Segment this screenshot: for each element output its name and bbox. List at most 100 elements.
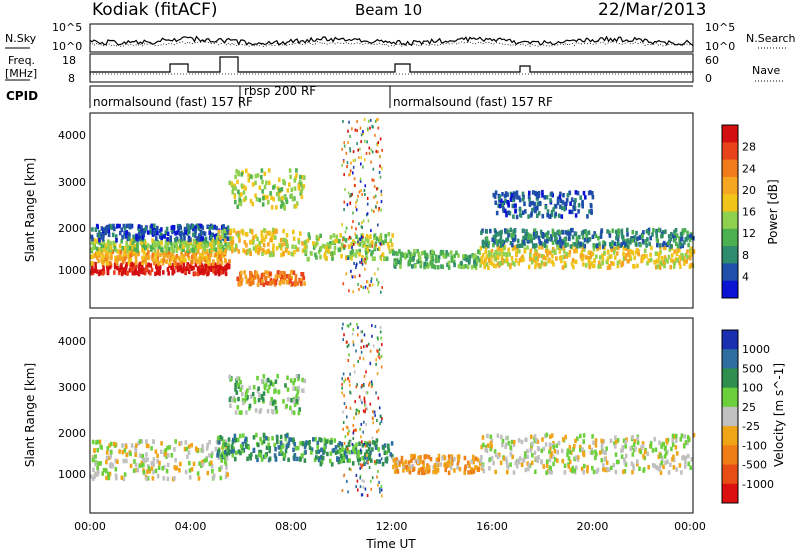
heatmap-cell bbox=[146, 245, 149, 251]
heatmap-cell bbox=[152, 469, 155, 475]
heatmap-cell bbox=[295, 173, 298, 178]
heatmap-cell bbox=[374, 445, 378, 450]
heatmap-cell bbox=[166, 453, 170, 458]
heatmap-cell bbox=[291, 281, 294, 286]
heatmap-cell bbox=[563, 260, 567, 266]
heatmap-cell bbox=[453, 468, 456, 473]
heatmap-cell bbox=[212, 473, 216, 479]
heatmap-cell bbox=[244, 438, 247, 444]
heatmap-cell bbox=[345, 226, 348, 230]
heatmap-cell bbox=[374, 194, 377, 198]
heatmap-cell bbox=[295, 398, 299, 404]
heatmap-cell bbox=[265, 180, 268, 185]
heatmap-cell bbox=[366, 246, 369, 251]
heatmap-cell bbox=[398, 249, 401, 254]
heatmap-cell bbox=[263, 384, 266, 389]
heatmap-cell bbox=[447, 454, 451, 459]
heatmap-cell bbox=[395, 257, 399, 263]
heatmap-cell bbox=[132, 246, 136, 252]
heatmap-cell bbox=[194, 248, 198, 253]
heatmap-cell bbox=[289, 405, 292, 411]
heatmap-cell bbox=[508, 252, 511, 257]
heatmap-cell bbox=[594, 455, 597, 461]
heatmap-cell bbox=[318, 437, 321, 442]
heatmap-cell bbox=[498, 230, 501, 236]
heatmap-cell bbox=[422, 460, 425, 465]
heatmap-cell bbox=[659, 470, 663, 475]
heatmap-cell bbox=[432, 264, 436, 269]
heatmap-cell bbox=[371, 178, 374, 182]
heatmap-cell bbox=[350, 241, 354, 247]
heatmap-cell bbox=[446, 262, 449, 268]
heatmap-cell bbox=[256, 236, 259, 242]
heatmap-cell bbox=[341, 377, 343, 381]
heatmap-cell bbox=[636, 436, 639, 441]
heatmap-cell bbox=[671, 233, 675, 239]
heatmap-cell bbox=[245, 243, 248, 248]
heatmap-cell bbox=[187, 450, 191, 455]
heatmap-cell bbox=[116, 249, 119, 254]
heatmap-cell bbox=[646, 237, 649, 242]
heatmap-cell bbox=[414, 458, 417, 463]
heatmap-cell bbox=[174, 238, 177, 243]
heatmap-cell bbox=[400, 251, 404, 257]
heatmap-cell bbox=[431, 261, 434, 267]
heatmap-cell bbox=[546, 459, 549, 464]
colorbar-tick-label: -25 bbox=[742, 420, 760, 433]
heatmap-cell bbox=[339, 459, 343, 464]
heatmap-cell bbox=[649, 252, 652, 258]
heatmap-cell bbox=[380, 200, 383, 204]
heatmap-cell bbox=[342, 160, 345, 164]
heatmap-cell bbox=[378, 487, 381, 491]
heatmap-cell bbox=[249, 240, 252, 245]
heatmap-cell bbox=[299, 231, 302, 236]
heatmap-cell bbox=[154, 228, 158, 233]
heatmap-cell bbox=[358, 156, 360, 160]
heatmap-cell bbox=[654, 251, 658, 256]
heatmap-cell bbox=[469, 470, 473, 475]
heatmap-cell bbox=[352, 211, 354, 215]
heatmap-cell bbox=[379, 422, 381, 426]
heatmap-cell bbox=[208, 226, 212, 231]
heatmap-cell bbox=[399, 256, 403, 262]
heatmap-cell bbox=[380, 415, 382, 419]
heatmap-cell bbox=[303, 247, 306, 253]
heatmap-cell bbox=[429, 252, 433, 258]
heatmap-cell bbox=[356, 129, 358, 133]
heatmap-cell bbox=[512, 229, 515, 234]
heatmap-cell bbox=[285, 232, 289, 238]
heatmap-cell bbox=[384, 238, 387, 244]
heatmap-cell bbox=[308, 235, 311, 240]
heatmap-cell bbox=[637, 251, 640, 257]
heatmap-cell bbox=[529, 252, 532, 258]
heatmap-cell bbox=[244, 249, 247, 255]
heatmap-cell bbox=[521, 228, 525, 233]
heatmap-cell bbox=[194, 262, 198, 268]
heatmap-cell bbox=[582, 439, 586, 444]
heatmap-cell bbox=[344, 378, 347, 382]
heatmap-cell bbox=[273, 389, 276, 394]
heatmap-cell bbox=[193, 256, 196, 262]
heatmap-cell bbox=[187, 256, 191, 261]
heatmap-cell bbox=[134, 268, 137, 273]
heatmap-cell bbox=[566, 452, 569, 457]
heatmap-cell bbox=[171, 256, 175, 261]
heatmap-cell bbox=[487, 265, 490, 270]
heatmap-cell bbox=[95, 269, 99, 274]
heatmap-cell bbox=[166, 476, 170, 482]
heatmap-cell bbox=[121, 450, 125, 455]
heatmap-cell bbox=[179, 225, 182, 230]
heatmap-cell bbox=[566, 193, 570, 198]
heatmap-cell bbox=[173, 465, 176, 470]
heatmap-cell bbox=[248, 385, 252, 391]
heatmap-cell bbox=[361, 456, 364, 461]
heatmap-cell bbox=[302, 275, 306, 281]
heatmap-cell bbox=[571, 468, 574, 474]
heatmap-cell bbox=[98, 439, 102, 445]
heatmap-cell bbox=[259, 246, 262, 251]
heatmap-cell bbox=[196, 259, 199, 265]
heatmap-cell bbox=[129, 463, 133, 469]
heatmap-cell bbox=[128, 249, 131, 254]
heatmap-cell bbox=[367, 448, 370, 452]
heatmap-cell bbox=[210, 235, 213, 240]
